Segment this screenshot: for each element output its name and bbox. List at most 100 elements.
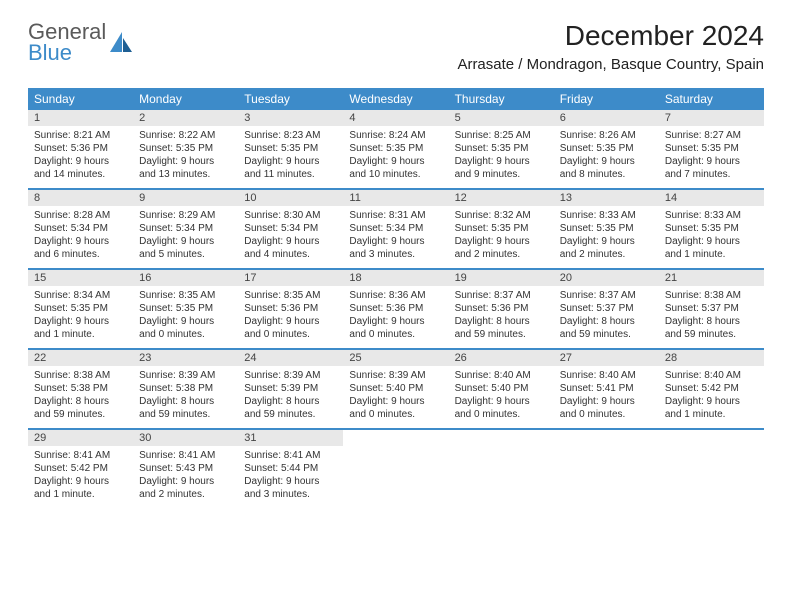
day-number: 9	[133, 190, 238, 206]
calendar-cell: 11Sunrise: 8:31 AMSunset: 5:34 PMDayligh…	[343, 190, 448, 268]
page-title: December 2024	[457, 20, 764, 52]
brand-sail-icon	[108, 30, 134, 56]
day-number: 7	[659, 110, 764, 126]
daylight-line: Daylight: 9 hours and 0 minutes.	[244, 315, 337, 341]
day-number: 18	[343, 270, 448, 286]
calendar-cell: 3Sunrise: 8:23 AMSunset: 5:35 PMDaylight…	[238, 110, 343, 188]
day-header: Friday	[554, 88, 659, 110]
brand-line2: Blue	[28, 43, 106, 64]
sunrise-line: Sunrise: 8:27 AM	[665, 129, 758, 142]
calendar-week: 15Sunrise: 8:34 AMSunset: 5:35 PMDayligh…	[28, 268, 764, 348]
sunset-line: Sunset: 5:38 PM	[139, 382, 232, 395]
sunrise-line: Sunrise: 8:26 AM	[560, 129, 653, 142]
day-details: Sunrise: 8:34 AMSunset: 5:35 PMDaylight:…	[28, 286, 133, 346]
daylight-line: Daylight: 9 hours and 0 minutes.	[349, 395, 442, 421]
sunset-line: Sunset: 5:35 PM	[139, 142, 232, 155]
daylight-line: Daylight: 8 hours and 59 minutes.	[455, 315, 548, 341]
daylight-line: Daylight: 9 hours and 5 minutes.	[139, 235, 232, 261]
calendar-cell: 21Sunrise: 8:38 AMSunset: 5:37 PMDayligh…	[659, 270, 764, 348]
day-number: 26	[449, 350, 554, 366]
day-number: 29	[28, 430, 133, 446]
day-number: 11	[343, 190, 448, 206]
sunrise-line: Sunrise: 8:37 AM	[560, 289, 653, 302]
day-details: Sunrise: 8:22 AMSunset: 5:35 PMDaylight:…	[133, 126, 238, 186]
calendar-cell	[659, 430, 764, 508]
daylight-line: Daylight: 9 hours and 3 minutes.	[349, 235, 442, 261]
sunrise-line: Sunrise: 8:40 AM	[665, 369, 758, 382]
sunrise-line: Sunrise: 8:37 AM	[455, 289, 548, 302]
day-number: 22	[28, 350, 133, 366]
day-details: Sunrise: 8:23 AMSunset: 5:35 PMDaylight:…	[238, 126, 343, 186]
sunset-line: Sunset: 5:43 PM	[139, 462, 232, 475]
day-details: Sunrise: 8:27 AMSunset: 5:35 PMDaylight:…	[659, 126, 764, 186]
calendar-cell: 4Sunrise: 8:24 AMSunset: 5:35 PMDaylight…	[343, 110, 448, 188]
sunrise-line: Sunrise: 8:40 AM	[560, 369, 653, 382]
day-header: Tuesday	[238, 88, 343, 110]
day-number: 8	[28, 190, 133, 206]
sunset-line: Sunset: 5:35 PM	[244, 142, 337, 155]
daylight-line: Daylight: 9 hours and 3 minutes.	[244, 475, 337, 501]
day-number: 2	[133, 110, 238, 126]
calendar-cell: 22Sunrise: 8:38 AMSunset: 5:38 PMDayligh…	[28, 350, 133, 428]
day-details: Sunrise: 8:30 AMSunset: 5:34 PMDaylight:…	[238, 206, 343, 266]
daylight-line: Daylight: 9 hours and 4 minutes.	[244, 235, 337, 261]
day-details: Sunrise: 8:41 AMSunset: 5:43 PMDaylight:…	[133, 446, 238, 506]
sunset-line: Sunset: 5:37 PM	[665, 302, 758, 315]
sunset-line: Sunset: 5:44 PM	[244, 462, 337, 475]
day-details: Sunrise: 8:26 AMSunset: 5:35 PMDaylight:…	[554, 126, 659, 186]
calendar-cell: 8Sunrise: 8:28 AMSunset: 5:34 PMDaylight…	[28, 190, 133, 268]
day-details: Sunrise: 8:40 AMSunset: 5:40 PMDaylight:…	[449, 366, 554, 426]
sunset-line: Sunset: 5:35 PM	[455, 142, 548, 155]
day-details: Sunrise: 8:33 AMSunset: 5:35 PMDaylight:…	[554, 206, 659, 266]
daylight-line: Daylight: 9 hours and 11 minutes.	[244, 155, 337, 181]
sunrise-line: Sunrise: 8:36 AM	[349, 289, 442, 302]
calendar-cell: 7Sunrise: 8:27 AMSunset: 5:35 PMDaylight…	[659, 110, 764, 188]
sunset-line: Sunset: 5:38 PM	[34, 382, 127, 395]
daylight-line: Daylight: 9 hours and 1 minute.	[34, 315, 127, 341]
day-number: 24	[238, 350, 343, 366]
daylight-line: Daylight: 9 hours and 1 minute.	[34, 475, 127, 501]
sunset-line: Sunset: 5:34 PM	[349, 222, 442, 235]
day-details: Sunrise: 8:21 AMSunset: 5:36 PMDaylight:…	[28, 126, 133, 186]
day-details: Sunrise: 8:31 AMSunset: 5:34 PMDaylight:…	[343, 206, 448, 266]
sunrise-line: Sunrise: 8:32 AM	[455, 209, 548, 222]
daylight-line: Daylight: 9 hours and 0 minutes.	[349, 315, 442, 341]
daylight-line: Daylight: 9 hours and 7 minutes.	[665, 155, 758, 181]
day-number: 6	[554, 110, 659, 126]
day-details: Sunrise: 8:28 AMSunset: 5:34 PMDaylight:…	[28, 206, 133, 266]
daylight-line: Daylight: 9 hours and 9 minutes.	[455, 155, 548, 181]
calendar-cell: 28Sunrise: 8:40 AMSunset: 5:42 PMDayligh…	[659, 350, 764, 428]
day-details: Sunrise: 8:41 AMSunset: 5:42 PMDaylight:…	[28, 446, 133, 506]
sunset-line: Sunset: 5:35 PM	[665, 222, 758, 235]
calendar-cell: 25Sunrise: 8:39 AMSunset: 5:40 PMDayligh…	[343, 350, 448, 428]
sunrise-line: Sunrise: 8:30 AM	[244, 209, 337, 222]
day-number: 23	[133, 350, 238, 366]
day-number: 12	[449, 190, 554, 206]
daylight-line: Daylight: 9 hours and 8 minutes.	[560, 155, 653, 181]
sunset-line: Sunset: 5:35 PM	[560, 142, 653, 155]
sunrise-line: Sunrise: 8:38 AM	[34, 369, 127, 382]
sunrise-line: Sunrise: 8:39 AM	[139, 369, 232, 382]
day-header: Wednesday	[343, 88, 448, 110]
sunrise-line: Sunrise: 8:24 AM	[349, 129, 442, 142]
day-details: Sunrise: 8:38 AMSunset: 5:38 PMDaylight:…	[28, 366, 133, 426]
day-number: 21	[659, 270, 764, 286]
calendar-cell: 16Sunrise: 8:35 AMSunset: 5:35 PMDayligh…	[133, 270, 238, 348]
daylight-line: Daylight: 9 hours and 10 minutes.	[349, 155, 442, 181]
calendar-cell: 1Sunrise: 8:21 AMSunset: 5:36 PMDaylight…	[28, 110, 133, 188]
day-number: 10	[238, 190, 343, 206]
daylight-line: Daylight: 9 hours and 1 minute.	[665, 235, 758, 261]
day-header-row: SundayMondayTuesdayWednesdayThursdayFrid…	[28, 88, 764, 110]
calendar-cell: 31Sunrise: 8:41 AMSunset: 5:44 PMDayligh…	[238, 430, 343, 508]
sunset-line: Sunset: 5:34 PM	[244, 222, 337, 235]
calendar-week: 1Sunrise: 8:21 AMSunset: 5:36 PMDaylight…	[28, 110, 764, 188]
day-details: Sunrise: 8:39 AMSunset: 5:39 PMDaylight:…	[238, 366, 343, 426]
daylight-line: Daylight: 9 hours and 2 minutes.	[560, 235, 653, 261]
day-details: Sunrise: 8:35 AMSunset: 5:35 PMDaylight:…	[133, 286, 238, 346]
sunrise-line: Sunrise: 8:22 AM	[139, 129, 232, 142]
day-details: Sunrise: 8:37 AMSunset: 5:37 PMDaylight:…	[554, 286, 659, 346]
day-details: Sunrise: 8:37 AMSunset: 5:36 PMDaylight:…	[449, 286, 554, 346]
sunrise-line: Sunrise: 8:39 AM	[244, 369, 337, 382]
sunset-line: Sunset: 5:35 PM	[560, 222, 653, 235]
sunset-line: Sunset: 5:36 PM	[34, 142, 127, 155]
